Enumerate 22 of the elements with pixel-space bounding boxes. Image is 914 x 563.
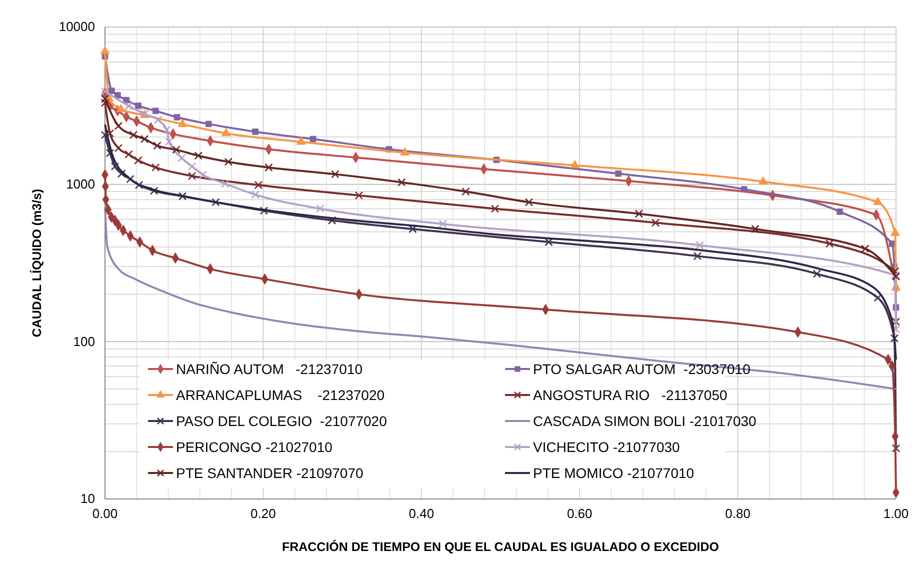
x-tick-label: 0.20 [250,506,276,522]
legend-label: PERICONGO -21027010 [176,439,333,455]
legend-label: ANGOSTURA RIO -21137050 [533,387,728,403]
y-tick-label: 10 [80,491,95,506]
x-tick-label: 1.00 [883,506,909,522]
y-axis-title: CAUDAL LÍQUIDO (m3/s) [29,188,44,338]
y-tick-label: 10000 [58,19,95,34]
legend-label: CASCADA SIMON BOLI -21017030 [533,413,757,429]
x-tick-label: 0.80 [725,506,750,522]
legend-label: PASO DEL COLEGIO -21077020 [176,413,388,429]
legend-label: ARRANCAPLUMAS -21237020 [176,387,385,403]
legend-label: PTE MOMICO -21077010 [533,465,694,481]
legend-label: PTE SANTANDER -21097070 [176,465,364,481]
x-tick-label: 0.60 [566,506,592,522]
y-tick-label: 100 [73,334,95,349]
legend-label: VICHECITO -21077030 [533,439,680,455]
legend-label: PTO SALGAR AUTOM -23037010 [533,361,751,377]
x-axis-title: FRACCIÓN DE TIEMPO EN QUE EL CAUDAL ES IGUALADO O EXCEDIDO [282,539,720,554]
legend-label: NARIÑO AUTOM -21237010 [176,361,363,377]
x-tick-label: 0.00 [92,506,118,522]
x-tick-label: 0.40 [408,506,434,522]
y-tick-label: 1000 [66,176,95,192]
